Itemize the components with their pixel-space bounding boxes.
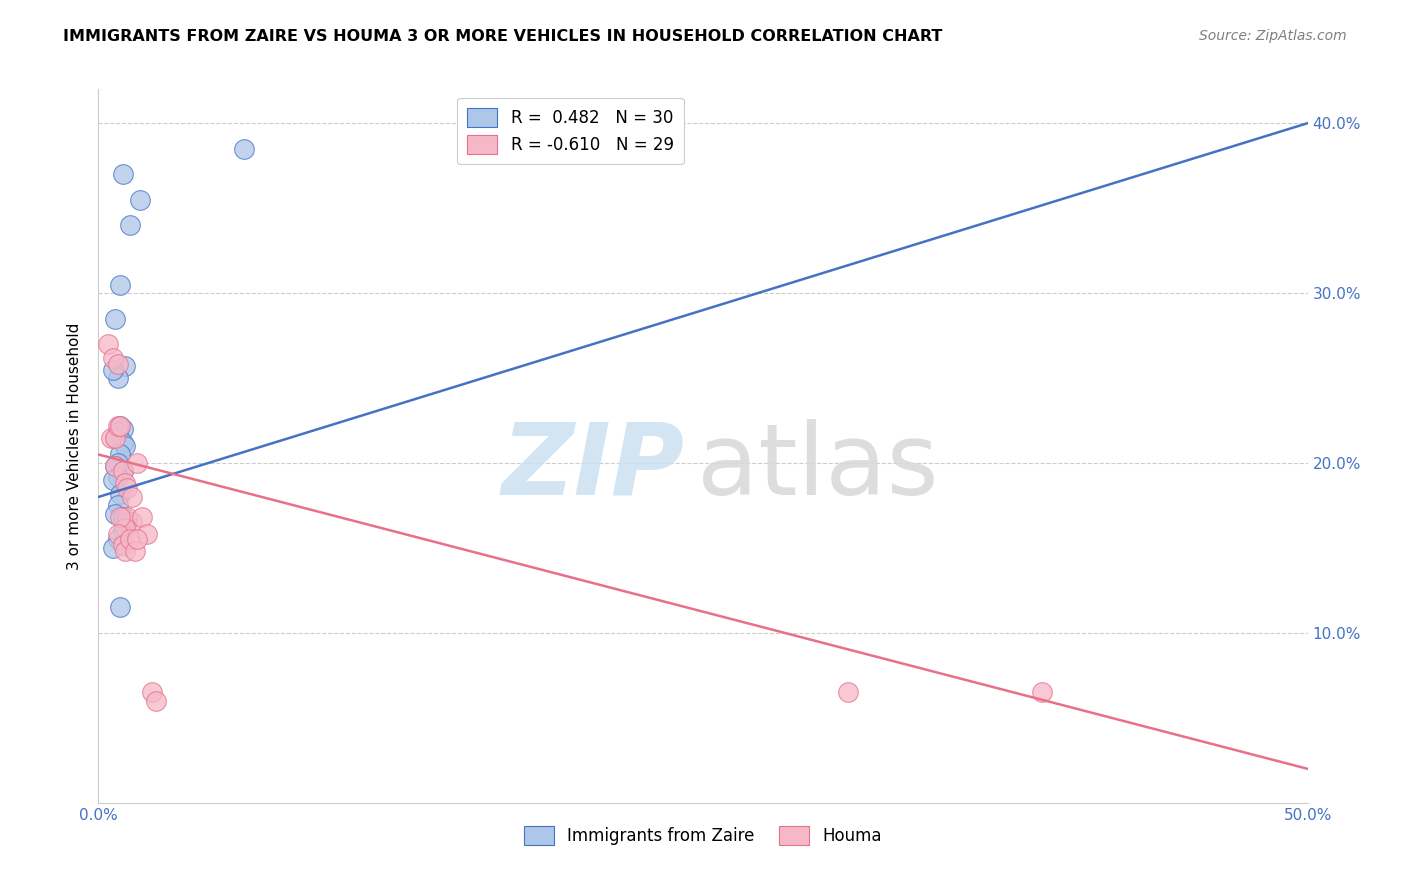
- Point: [108, 486, 131, 500]
- Point: [124, 544, 146, 558]
- Point: [104, 430, 127, 444]
- Point: [128, 193, 150, 207]
- Point: [127, 456, 149, 470]
- Point: [97, 337, 120, 351]
- Point: [117, 510, 139, 524]
- Point: [107, 499, 129, 513]
- Point: [104, 459, 127, 474]
- Point: [111, 524, 134, 538]
- Point: [135, 527, 157, 541]
- Point: [101, 473, 124, 487]
- Point: [108, 418, 131, 433]
- Point: [111, 167, 134, 181]
- Point: [108, 448, 131, 462]
- Point: [111, 422, 134, 436]
- Point: [1031, 685, 1053, 699]
- Point: [121, 516, 143, 530]
- Point: [118, 533, 141, 547]
- Point: [107, 418, 129, 433]
- Point: [117, 482, 139, 496]
- Point: [107, 527, 129, 541]
- Point: [107, 456, 129, 470]
- Point: [114, 439, 136, 453]
- Text: atlas: atlas: [697, 419, 939, 516]
- Point: [104, 459, 127, 474]
- Point: [107, 425, 129, 440]
- Point: [108, 418, 131, 433]
- Point: [101, 541, 124, 555]
- Point: [837, 685, 859, 699]
- Point: [107, 358, 129, 372]
- Point: [108, 510, 131, 524]
- Point: [111, 435, 134, 450]
- Point: [114, 359, 136, 373]
- Point: [100, 430, 122, 444]
- Point: [111, 465, 134, 479]
- Point: [104, 430, 127, 444]
- Point: [131, 510, 153, 524]
- Point: [107, 371, 129, 385]
- Point: [101, 362, 124, 376]
- Point: [121, 490, 143, 504]
- Legend: Immigrants from Zaire, Houma: Immigrants from Zaire, Houma: [517, 819, 889, 852]
- Point: [108, 600, 131, 615]
- Y-axis label: 3 or more Vehicles in Household: 3 or more Vehicles in Household: [67, 322, 83, 570]
- Point: [117, 516, 139, 530]
- Point: [107, 469, 129, 483]
- Point: [114, 544, 136, 558]
- Point: [104, 311, 127, 326]
- Point: [127, 533, 149, 547]
- Point: [108, 277, 131, 292]
- Point: [232, 142, 254, 156]
- Point: [111, 510, 134, 524]
- Point: [114, 476, 136, 491]
- Point: [111, 465, 134, 479]
- Point: [141, 685, 163, 699]
- Text: ZIP: ZIP: [502, 419, 685, 516]
- Text: Source: ZipAtlas.com: Source: ZipAtlas.com: [1199, 29, 1347, 44]
- Point: [111, 537, 134, 551]
- Point: [114, 520, 136, 534]
- Point: [101, 351, 124, 365]
- Point: [145, 694, 167, 708]
- Point: [104, 507, 127, 521]
- Text: IMMIGRANTS FROM ZAIRE VS HOUMA 3 OR MORE VEHICLES IN HOUSEHOLD CORRELATION CHART: IMMIGRANTS FROM ZAIRE VS HOUMA 3 OR MORE…: [63, 29, 942, 45]
- Point: [118, 218, 141, 232]
- Point: [107, 533, 129, 547]
